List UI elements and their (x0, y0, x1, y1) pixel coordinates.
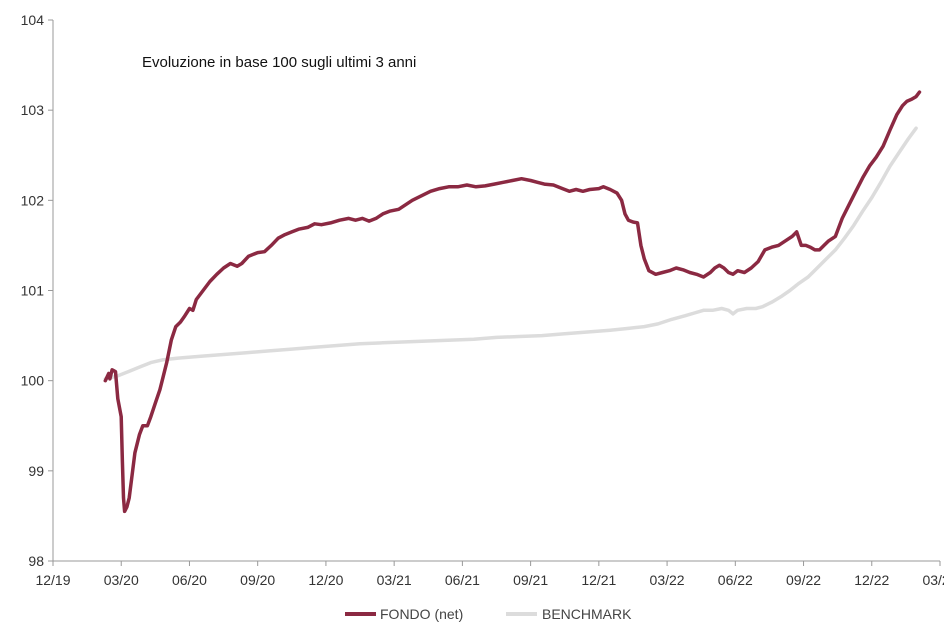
x-tick-label: 12/22 (854, 572, 889, 588)
x-tick-label: 09/22 (786, 572, 821, 588)
series-line-fondo (103, 90, 922, 514)
y-tick-label: 101 (21, 283, 45, 299)
x-tick-label: 03/20 (104, 572, 139, 588)
x-tick-label: 09/20 (240, 572, 275, 588)
x-tick-label: 12/19 (35, 572, 70, 588)
x-tick-label: 06/22 (718, 572, 753, 588)
chart-title: Evoluzione in base 100 sugli ultimi 3 an… (142, 54, 416, 71)
y-tick-label: 100 (21, 373, 45, 389)
y-tick-label: 102 (21, 192, 45, 208)
x-tick-label: 06/20 (172, 572, 207, 588)
legend-label-benchmark: BENCHMARK (542, 606, 632, 622)
legend-label-fondo: FONDO (net) (380, 606, 463, 622)
y-tick-label: 104 (21, 12, 45, 28)
legend: FONDO (net) BENCHMARK (345, 606, 632, 622)
y-tick-label: 103 (21, 102, 45, 118)
series-layer (103, 90, 922, 514)
y-axis-ticks: 98 99 100 101 102 103 104 (21, 12, 53, 569)
x-tick-label: 09/21 (513, 572, 548, 588)
x-tick-label: 03/23 (922, 572, 944, 588)
x-tick-label: 12/21 (581, 572, 616, 588)
x-tick-label: 03/22 (650, 572, 685, 588)
series-line-benchmark (103, 126, 918, 381)
y-tick-label: 98 (28, 553, 44, 569)
x-tick-label: 03/21 (377, 572, 412, 588)
x-tick-label: 06/21 (445, 572, 480, 588)
y-tick-label: 99 (28, 463, 44, 479)
x-tick-label: 12/20 (308, 572, 343, 588)
x-axis-ticks: 12/19 03/20 06/20 09/20 12/20 03/21 06/21 09/21… (35, 561, 944, 588)
